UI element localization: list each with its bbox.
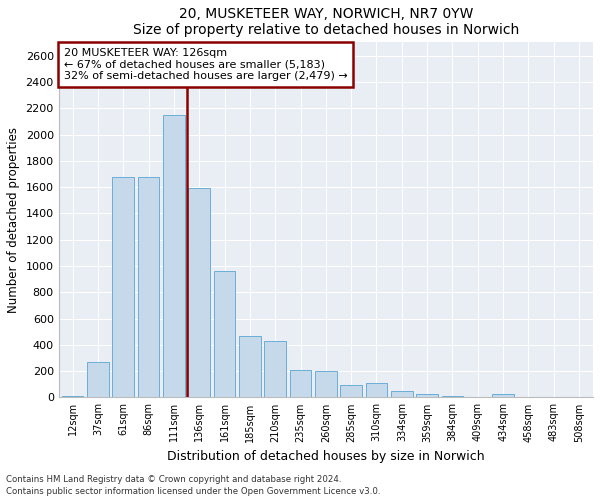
Bar bbox=[87, 362, 109, 398]
Text: Contains public sector information licensed under the Open Government Licence v3: Contains public sector information licen… bbox=[6, 487, 380, 496]
Bar bbox=[416, 394, 438, 398]
Bar bbox=[138, 176, 159, 398]
Bar bbox=[214, 272, 235, 398]
Bar bbox=[442, 396, 463, 398]
Bar bbox=[239, 336, 260, 398]
Bar bbox=[493, 394, 514, 398]
Bar bbox=[366, 383, 387, 398]
Bar bbox=[391, 391, 413, 398]
Bar bbox=[163, 115, 185, 398]
Bar bbox=[188, 188, 210, 398]
Bar bbox=[340, 385, 362, 398]
Bar bbox=[290, 370, 311, 398]
Text: Contains HM Land Registry data © Crown copyright and database right 2024.: Contains HM Land Registry data © Crown c… bbox=[6, 476, 341, 484]
Bar bbox=[543, 397, 565, 398]
Title: 20, MUSKETEER WAY, NORWICH, NR7 0YW
Size of property relative to detached houses: 20, MUSKETEER WAY, NORWICH, NR7 0YW Size… bbox=[133, 7, 519, 37]
Bar bbox=[568, 397, 590, 398]
Bar bbox=[62, 396, 83, 398]
Y-axis label: Number of detached properties: Number of detached properties bbox=[7, 127, 20, 313]
Bar bbox=[112, 176, 134, 398]
Bar bbox=[315, 371, 337, 398]
Bar bbox=[518, 397, 539, 398]
Text: 20 MUSKETEER WAY: 126sqm
← 67% of detached houses are smaller (5,183)
32% of sem: 20 MUSKETEER WAY: 126sqm ← 67% of detach… bbox=[64, 48, 348, 81]
X-axis label: Distribution of detached houses by size in Norwich: Distribution of detached houses by size … bbox=[167, 450, 485, 463]
Bar bbox=[467, 397, 488, 398]
Bar bbox=[265, 341, 286, 398]
